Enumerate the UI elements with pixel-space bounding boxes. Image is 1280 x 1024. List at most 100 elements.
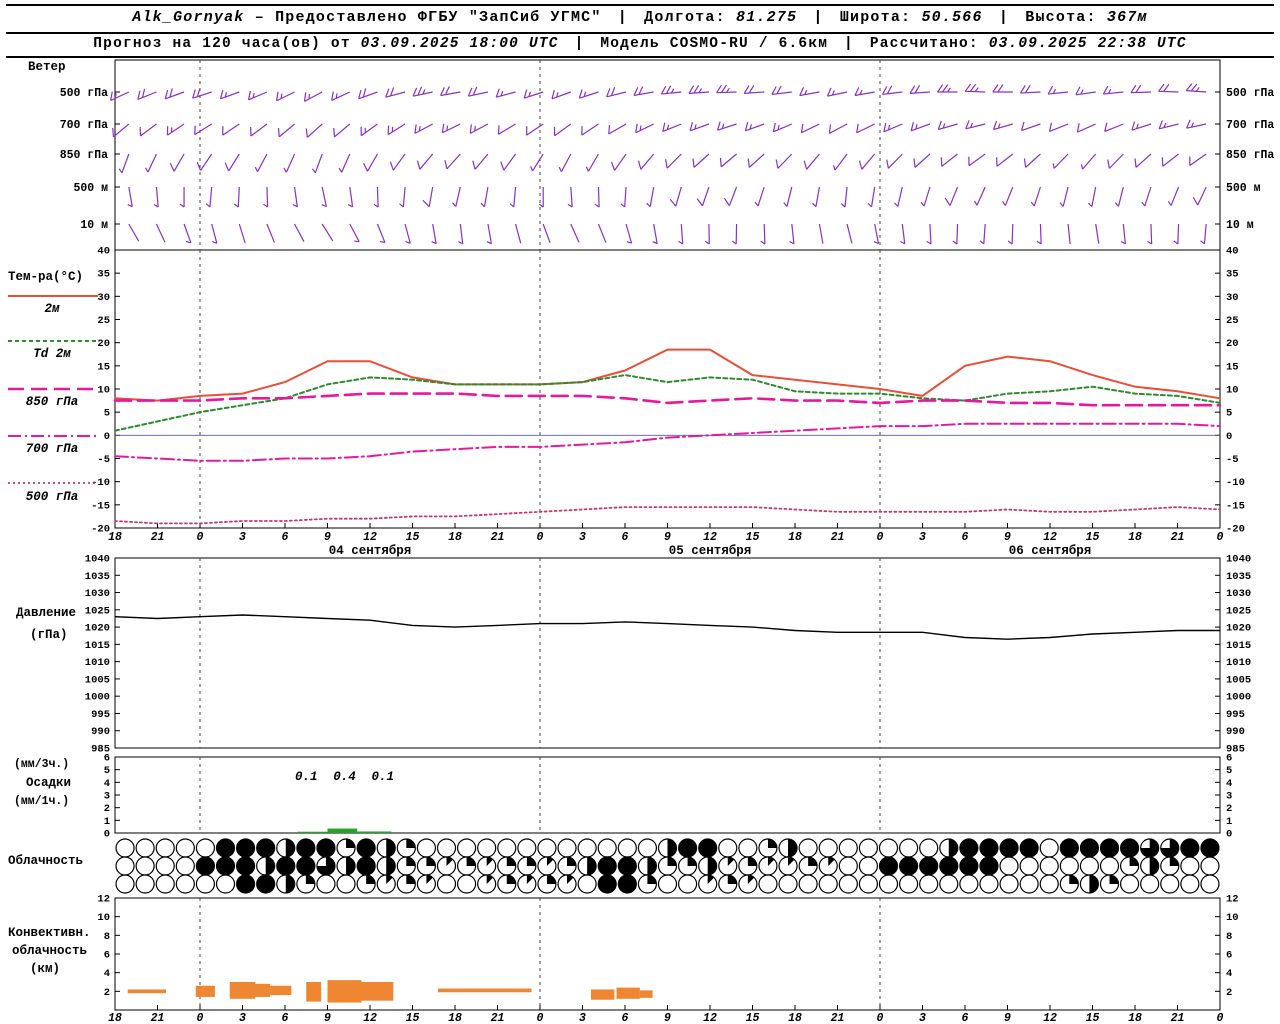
x-hour-label-bottom: 6 (962, 1012, 969, 1024)
wind-barb-feather (638, 86, 644, 95)
wind-barb-half-feather (639, 125, 642, 131)
wind-barb-feather (942, 84, 949, 93)
wind-barb-shaft (1075, 91, 1096, 96)
wind-barb-half-feather (558, 166, 562, 172)
wind-barb-shaft (771, 91, 792, 96)
wind-barb-half-feather (721, 123, 725, 129)
wind-barb-half-feather (280, 93, 283, 99)
x-hour-label-bottom: 12 (363, 1012, 377, 1024)
wind-barb-feather (414, 124, 417, 134)
wind-barb-feather (944, 197, 951, 206)
wind-barb-feather (1075, 86, 1081, 96)
wind-barb-feather (803, 160, 808, 170)
cloud-cover-fill (808, 857, 818, 866)
wind-barb-feather (412, 87, 418, 97)
y-axis-label-left: 4 (104, 968, 110, 980)
x-hour-label: 21 (151, 531, 165, 544)
wind-barb-feather (696, 198, 703, 207)
wind-barb-half-feather (646, 202, 651, 208)
header-line1: Alk_Gornyak – Предоставлено ФГБУ "ЗапСиб… (6, 9, 1274, 26)
cloud-cover-symbol (939, 874, 959, 894)
wind-barb-shaft (689, 123, 710, 132)
legend-item-500: 500 гПа (25, 490, 79, 504)
cloud-cover-symbol (135, 838, 155, 858)
cloud-cover-symbol (898, 856, 919, 876)
x-hour-label: 3 (239, 531, 246, 544)
precip-panel-label: Осадки (26, 776, 72, 790)
wind-barb-shaft (1130, 91, 1151, 94)
wind-barb-shaft (717, 123, 737, 131)
x-hour-label-bottom: 21 (1171, 1012, 1185, 1024)
x-hour-label-bottom: 21 (491, 1012, 505, 1024)
model-label: Модель (600, 36, 660, 52)
wind-barb-shaft (1197, 186, 1207, 206)
cloud-cover-symbol (597, 856, 617, 876)
wind-barb-shaft (173, 153, 185, 172)
x-hour-label: 12 (1043, 531, 1057, 544)
cloud-cover-fill (285, 839, 295, 857)
wind-barb-feather (693, 85, 700, 94)
cloud-cover-symbol (1119, 874, 1140, 894)
wind-barb-half-feather (224, 92, 228, 98)
wind-barb-shaft (748, 153, 765, 168)
wind-barb-half-feather (942, 123, 946, 129)
wind-barb-feather (886, 85, 893, 95)
wind-barb-half-feather (567, 203, 573, 208)
cloud-cover-symbol (718, 838, 738, 858)
wind-barb-shaft (387, 123, 406, 136)
pressure-unit-label: (гПа) (30, 628, 68, 642)
convective-cloud-bar (591, 989, 615, 1000)
y-axis-label-right: 8 (1226, 931, 1232, 943)
wind-barb-half-feather (900, 240, 906, 245)
cloud-cover-symbol (1019, 856, 1039, 876)
x-hour-label-bottom: 15 (746, 1012, 760, 1024)
precip-bar (327, 828, 358, 833)
wind-barb-shaft (777, 153, 793, 169)
wind-level-label-left: 500 м (73, 182, 108, 195)
y-axis-label-right: 1015 (1226, 640, 1251, 652)
wind-barb-half-feather (1114, 202, 1119, 207)
cloud-cover-symbol (115, 874, 135, 894)
cloud-cover-fill (707, 875, 714, 884)
wind-barb-feather (1019, 85, 1026, 94)
wind-barb-feather (826, 87, 832, 97)
wind-barb-shaft (887, 153, 903, 169)
wind-barb-shaft (883, 123, 903, 133)
wind-barb-shaft (1067, 223, 1071, 244)
wind-barb-feather (224, 162, 230, 172)
cloud-cover-symbol (477, 838, 497, 858)
x-hour-label: 3 (919, 531, 926, 544)
cloud-panel-label: Облачность (8, 854, 84, 868)
wind-barb-feather (854, 87, 860, 96)
wind-barb-feather (633, 87, 639, 96)
wind-barb-half-feather (480, 202, 485, 208)
wind-barb-half-feather (1002, 201, 1006, 206)
wind-level-label-right: 500 м (1226, 182, 1261, 195)
cloud-cover-fill (546, 874, 556, 884)
y-axis-label-left: 2 (104, 987, 110, 999)
wind-barb-half-feather (1052, 163, 1055, 169)
wind-barb-shaft (581, 123, 599, 136)
wind-barb-half-feather (1080, 89, 1084, 95)
cloud-cover-fill (526, 856, 536, 866)
cloud-cover-symbol (818, 838, 838, 858)
wind-barb-shaft (1049, 123, 1069, 133)
wind-barb-feather (358, 89, 362, 99)
wind-barb-feather (909, 85, 916, 94)
cloud-cover-symbol (1200, 856, 1220, 876)
wind-barb-half-feather (832, 165, 836, 171)
cloud-cover-symbol (276, 856, 296, 876)
wind-barb-feather (389, 161, 394, 171)
y-axis-label-left: -5 (97, 454, 110, 466)
wind-barb-shaft (428, 186, 434, 207)
wind-barb-shaft (773, 123, 793, 133)
wind-barb-shaft (815, 186, 821, 207)
wind-level-label-right: 10 м (1226, 219, 1254, 232)
wind-level-label-left: 700 гПа (60, 119, 108, 132)
wind-barb-shaft (720, 153, 737, 168)
cloud-cover-symbol (597, 838, 617, 858)
wind-barb-feather (692, 158, 695, 168)
cloud-cover-symbol (155, 874, 175, 894)
wind-barb-shaft (349, 223, 360, 242)
cloud-cover-symbol (1039, 838, 1059, 858)
